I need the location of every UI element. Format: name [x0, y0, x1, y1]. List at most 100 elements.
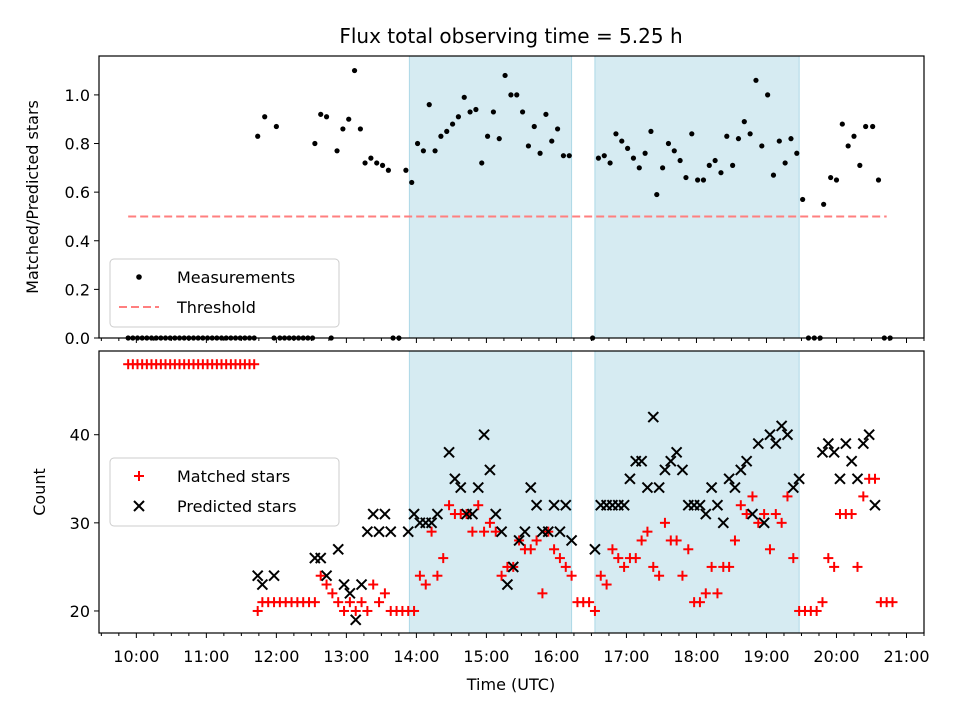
- predicted-star-point: [717, 517, 729, 529]
- predicted-star-point: [466, 508, 479, 520]
- measurement-point: [642, 150, 648, 156]
- matched-star-point: [659, 517, 670, 528]
- x-tick-label: 21:00: [883, 647, 929, 666]
- measurement-point: [414, 140, 421, 147]
- x-b: [554, 525, 566, 538]
- x-b: [256, 578, 269, 591]
- x-b: [251, 570, 264, 582]
- measurement-point: [689, 131, 695, 137]
- predicted-star-point: [863, 429, 875, 441]
- measurement-point: [671, 148, 677, 154]
- measurement-point: [735, 136, 742, 142]
- measurement-point: [362, 160, 368, 166]
- measurement-point: [484, 133, 491, 139]
- matched-star-point: [484, 517, 495, 528]
- x-tick-label: 12:00: [253, 647, 299, 666]
- x-b: [355, 578, 368, 591]
- x-tick-label: 19:00: [743, 647, 789, 666]
- x-b: [501, 578, 514, 591]
- x-b: [840, 437, 852, 450]
- top-panel: 0.0 0.2 0.4 0.6 0.8 1.0 Matched/Predicted sta…: [23, 55, 925, 348]
- legend-threshold-label: Threshold: [176, 298, 256, 317]
- matched-star-point: [537, 588, 548, 599]
- predicted-star-point: [822, 437, 835, 450]
- x-b: [822, 437, 835, 450]
- x-tick-label: 10:00: [113, 647, 159, 666]
- matched-star-point: [379, 588, 390, 599]
- predicted-star-point: [676, 464, 689, 476]
- x-b: [443, 446, 455, 459]
- matched-star-point: [601, 579, 612, 590]
- measurement-point: [473, 106, 479, 113]
- matched-star-point: [729, 535, 740, 546]
- measurement-point: [514, 92, 520, 98]
- x-b: [320, 570, 333, 582]
- measurement-point: [782, 160, 788, 166]
- measurement-point: [340, 126, 346, 132]
- predicted-star-point: [711, 499, 724, 511]
- predicted-star-point: [653, 481, 665, 494]
- matched-star-point: [467, 526, 478, 537]
- x-b: [863, 429, 875, 441]
- measurement-point: [712, 157, 718, 164]
- predicted-star-point: [670, 446, 683, 459]
- measurement-point: [519, 109, 526, 115]
- x-b: [635, 455, 648, 467]
- x-b: [466, 508, 479, 520]
- predicted-star-point: [542, 525, 554, 538]
- matched-star-point: [444, 500, 455, 511]
- predicted-star-point: [635, 455, 648, 467]
- predicted-star-point: [659, 464, 671, 476]
- measurement-point: [695, 177, 701, 183]
- x-tick-label: 20:00: [813, 647, 859, 666]
- predicted-star-point: [793, 473, 805, 485]
- y-tick-label: 20: [70, 602, 90, 621]
- legend-matched-marker: [134, 471, 144, 481]
- matched-star-point: [782, 491, 793, 502]
- predicted-star-point: [565, 534, 578, 547]
- predicted-star-point: [828, 446, 840, 459]
- matched-star-point: [333, 597, 344, 608]
- x-b: [495, 525, 508, 538]
- measurement-point: [262, 114, 268, 120]
- matched-star-point: [414, 570, 425, 581]
- measurement-point: [765, 92, 771, 98]
- predicted-star-point: [624, 473, 636, 485]
- x-b: [641, 481, 654, 494]
- y-tick-label: 1.0: [65, 86, 90, 105]
- predicted-star-point: [752, 437, 765, 450]
- matched-star-point: [344, 597, 355, 608]
- x-b: [361, 525, 374, 538]
- matched-star-point: [869, 473, 880, 484]
- bottom-panel: 20 30 40 10:00 11:00 12:00 13:00 14:00 15:00 16:…: [30, 350, 930, 694]
- x-b: [385, 525, 397, 538]
- x-b: [787, 481, 800, 494]
- matched-star-point: [770, 509, 781, 520]
- matched-star-point: [642, 526, 653, 537]
- measurement-point: [607, 160, 613, 166]
- measurement-point: [875, 177, 882, 183]
- matched-star-point: [630, 553, 641, 564]
- predicted-star-point: [367, 508, 379, 520]
- measurement-point: [821, 201, 827, 207]
- measurement-point: [449, 121, 456, 127]
- matched-star-point: [654, 570, 665, 581]
- matched-star-point: [706, 561, 717, 572]
- measurement-point: [334, 148, 340, 154]
- measurement-point: [467, 109, 473, 115]
- top-y-ticks: 0.0 0.2 0.4 0.6 0.8 1.0: [65, 86, 99, 348]
- x-b: [565, 534, 578, 547]
- matched-star-point: [566, 570, 577, 581]
- matched-star-point: [887, 597, 898, 608]
- predicted-star-point: [694, 499, 706, 511]
- measurement-point: [776, 138, 782, 144]
- x-b: [653, 481, 665, 494]
- matched-star-point: [420, 579, 431, 590]
- predicted-star-point: [647, 411, 659, 423]
- matched-star-point: [823, 553, 834, 564]
- predicted-star-point: [525, 481, 537, 494]
- measurement-point: [845, 143, 851, 149]
- matched-star-point: [764, 544, 775, 555]
- measurement-point: [455, 114, 462, 120]
